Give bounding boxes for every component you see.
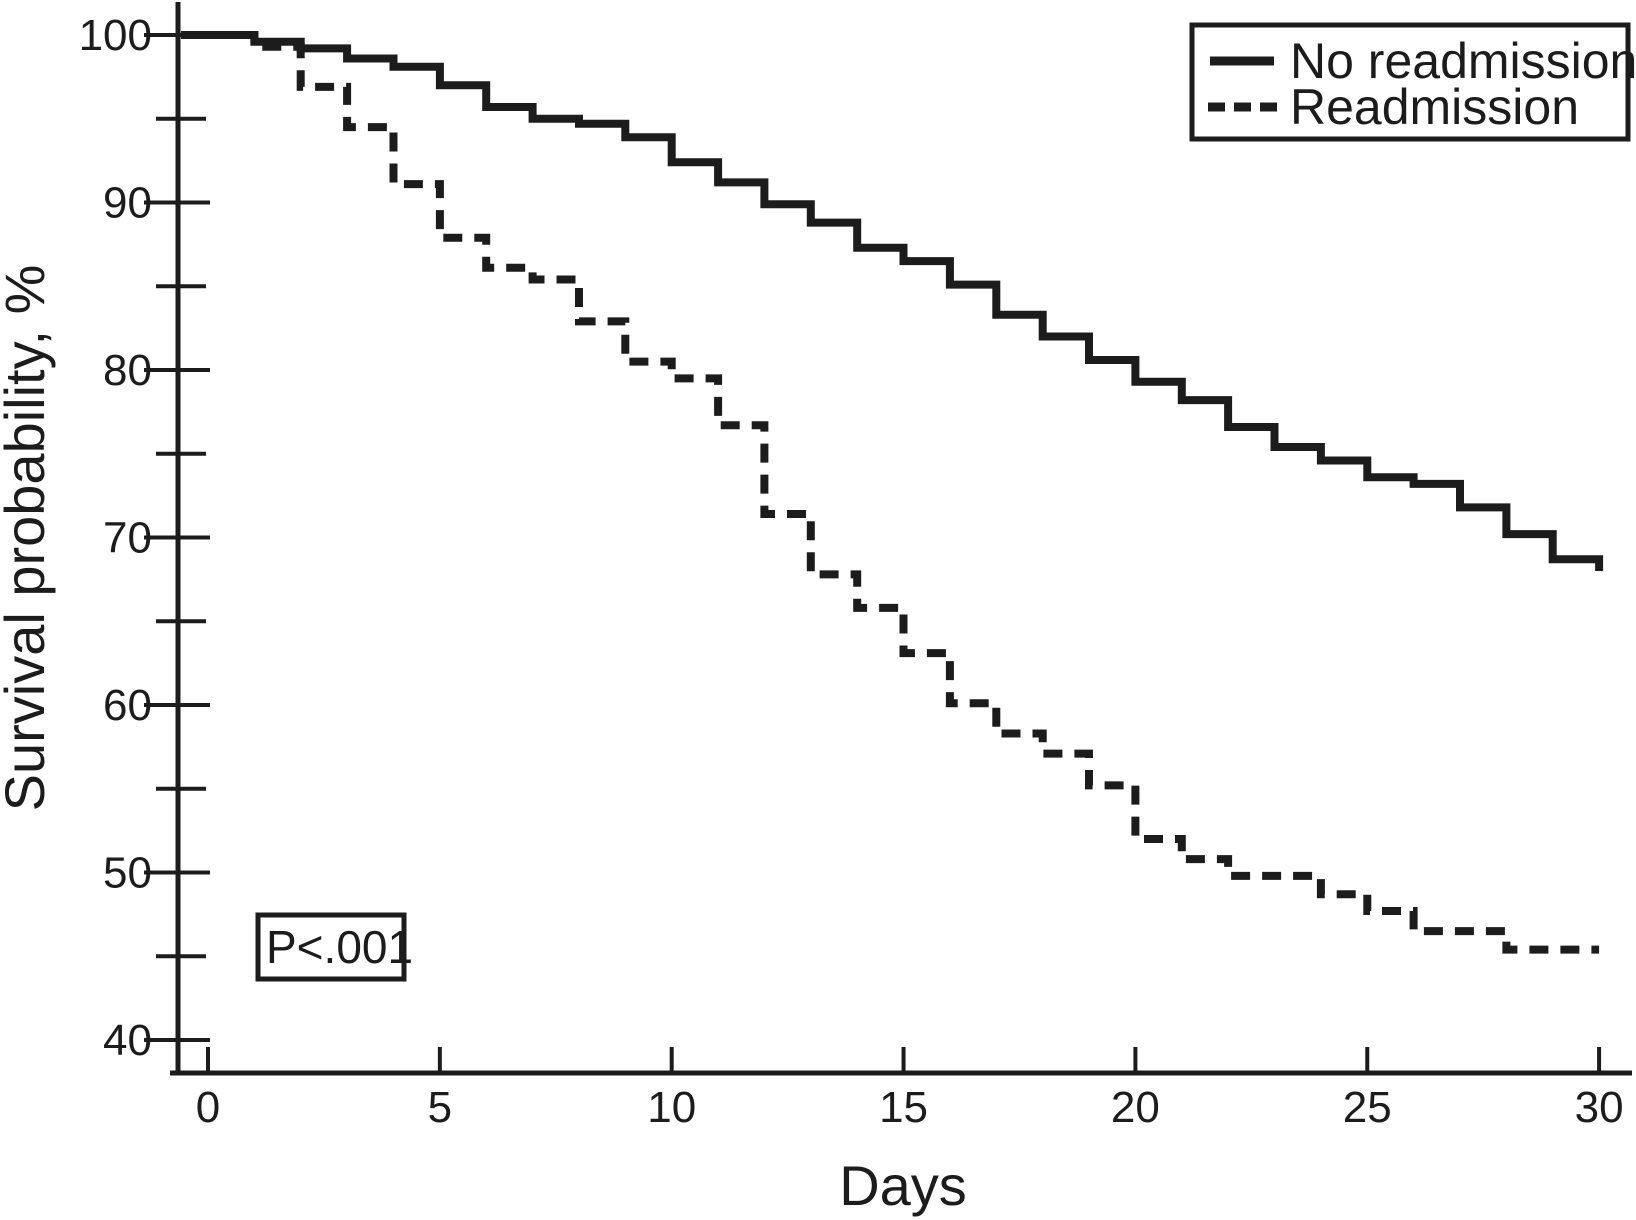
p-value-text: P<.001 [266, 921, 413, 973]
y-axis-title: Survival probability, % [0, 265, 56, 812]
y-tick-label: 100 [79, 11, 152, 60]
y-tick-label: 80 [103, 346, 152, 395]
x-axis-title: Days [839, 1154, 967, 1217]
x-tick-label: 0 [196, 1083, 220, 1132]
x-tick-label: 15 [879, 1083, 928, 1132]
readmission-curve [181, 31, 1600, 954]
y-tick-label: 90 [103, 179, 152, 228]
no-readmission-curve [181, 31, 1604, 571]
p-value-box [255, 912, 407, 982]
legend-box [1189, 22, 1631, 142]
x-tick-label: 5 [428, 1083, 452, 1132]
y-tick-label: 40 [103, 1016, 152, 1065]
y-tick-label: 70 [103, 514, 152, 563]
y-tick-label: 60 [103, 681, 152, 730]
legend: No readmission Readmission [1189, 22, 1636, 142]
x-tick-label: 20 [1111, 1083, 1160, 1132]
x-tick-label: 25 [1343, 1083, 1392, 1132]
legend-label-no-readmission: No readmission [1290, 33, 1636, 89]
x-tick-label: 10 [647, 1083, 696, 1132]
legend-label-readmission: Readmission [1290, 79, 1579, 135]
x-tick-label: 30 [1575, 1083, 1624, 1132]
plot-area: 40 50 60 70 80 90 100 0 5 10 15 20 25 30 [79, 2, 1632, 1132]
y-tick-label: 50 [103, 849, 152, 898]
p-value-annotation: P<.001 [255, 912, 413, 982]
